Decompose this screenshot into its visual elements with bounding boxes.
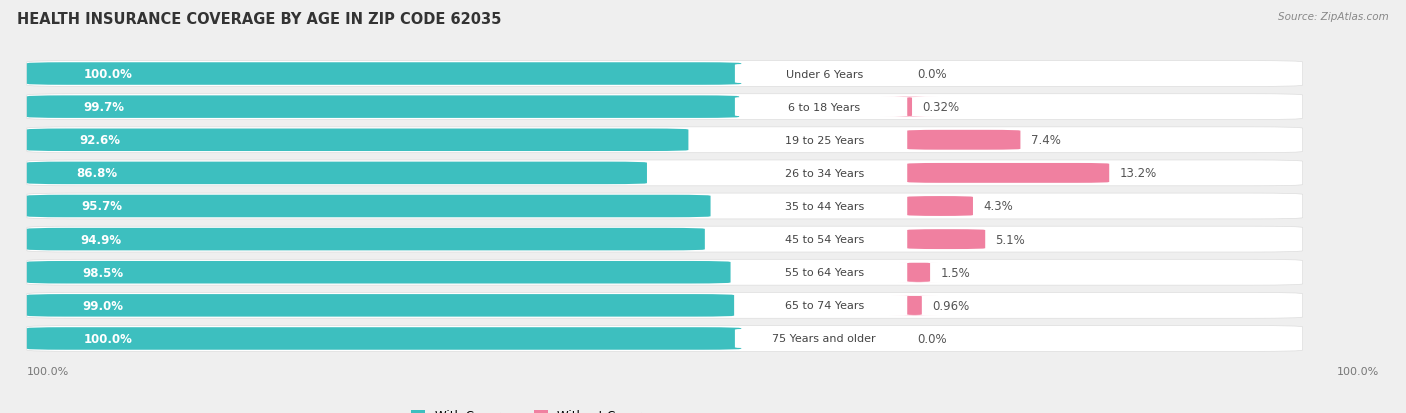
Text: 100.0%: 100.0% (83, 332, 132, 345)
FancyBboxPatch shape (898, 263, 939, 282)
Text: 0.32%: 0.32% (922, 101, 959, 114)
FancyBboxPatch shape (27, 293, 1302, 318)
FancyBboxPatch shape (735, 230, 907, 249)
Text: 35 to 44 Years: 35 to 44 Years (785, 202, 863, 211)
FancyBboxPatch shape (27, 328, 741, 350)
FancyBboxPatch shape (907, 197, 973, 216)
Text: 7.4%: 7.4% (1031, 134, 1060, 147)
FancyBboxPatch shape (735, 197, 907, 216)
FancyBboxPatch shape (27, 161, 1302, 186)
Text: 55 to 64 Years: 55 to 64 Years (785, 268, 863, 278)
Text: 0.0%: 0.0% (917, 68, 948, 81)
FancyBboxPatch shape (27, 227, 1302, 252)
FancyBboxPatch shape (27, 260, 1302, 285)
Text: 19 to 25 Years: 19 to 25 Years (785, 135, 863, 145)
Text: 95.7%: 95.7% (82, 200, 122, 213)
FancyBboxPatch shape (27, 162, 647, 185)
FancyBboxPatch shape (735, 131, 907, 150)
FancyBboxPatch shape (27, 62, 1302, 87)
Text: 65 to 74 Years: 65 to 74 Years (785, 301, 863, 311)
Text: 0.96%: 0.96% (932, 299, 969, 312)
FancyBboxPatch shape (907, 131, 1021, 150)
FancyBboxPatch shape (27, 195, 710, 218)
Text: 13.2%: 13.2% (1119, 167, 1157, 180)
Text: 99.7%: 99.7% (83, 101, 124, 114)
FancyBboxPatch shape (27, 96, 740, 119)
FancyBboxPatch shape (735, 263, 907, 282)
FancyBboxPatch shape (880, 97, 939, 117)
Text: 0.0%: 0.0% (917, 332, 948, 345)
FancyBboxPatch shape (907, 230, 986, 249)
FancyBboxPatch shape (27, 63, 741, 85)
Text: 100.0%: 100.0% (1337, 366, 1379, 376)
Text: 26 to 34 Years: 26 to 34 Years (785, 169, 863, 178)
Text: Source: ZipAtlas.com: Source: ZipAtlas.com (1278, 12, 1389, 22)
FancyBboxPatch shape (27, 128, 1302, 153)
FancyBboxPatch shape (890, 296, 939, 316)
Text: 94.9%: 94.9% (80, 233, 122, 246)
Text: 6 to 18 Years: 6 to 18 Years (789, 102, 860, 112)
Text: 100.0%: 100.0% (27, 366, 69, 376)
Text: 1.5%: 1.5% (941, 266, 970, 279)
Text: 5.1%: 5.1% (995, 233, 1025, 246)
FancyBboxPatch shape (735, 97, 907, 117)
Text: 86.8%: 86.8% (76, 167, 118, 180)
Text: Under 6 Years: Under 6 Years (786, 69, 863, 79)
FancyBboxPatch shape (27, 261, 731, 284)
FancyBboxPatch shape (735, 296, 907, 316)
FancyBboxPatch shape (735, 164, 907, 183)
Text: 98.5%: 98.5% (83, 266, 124, 279)
Text: 100.0%: 100.0% (83, 68, 132, 81)
FancyBboxPatch shape (27, 129, 689, 152)
FancyBboxPatch shape (27, 95, 1302, 120)
Text: 99.0%: 99.0% (83, 299, 124, 312)
FancyBboxPatch shape (735, 329, 907, 349)
FancyBboxPatch shape (27, 194, 1302, 219)
Text: 75 Years and older: 75 Years and older (772, 334, 876, 344)
Text: HEALTH INSURANCE COVERAGE BY AGE IN ZIP CODE 62035: HEALTH INSURANCE COVERAGE BY AGE IN ZIP … (17, 12, 502, 27)
FancyBboxPatch shape (27, 326, 1302, 351)
FancyBboxPatch shape (907, 164, 1109, 183)
Text: 92.6%: 92.6% (80, 134, 121, 147)
Legend: With Coverage, Without Coverage: With Coverage, Without Coverage (406, 404, 669, 413)
Text: 45 to 54 Years: 45 to 54 Years (785, 235, 863, 244)
FancyBboxPatch shape (735, 64, 907, 84)
Text: 4.3%: 4.3% (983, 200, 1012, 213)
FancyBboxPatch shape (27, 294, 734, 317)
FancyBboxPatch shape (27, 228, 704, 251)
